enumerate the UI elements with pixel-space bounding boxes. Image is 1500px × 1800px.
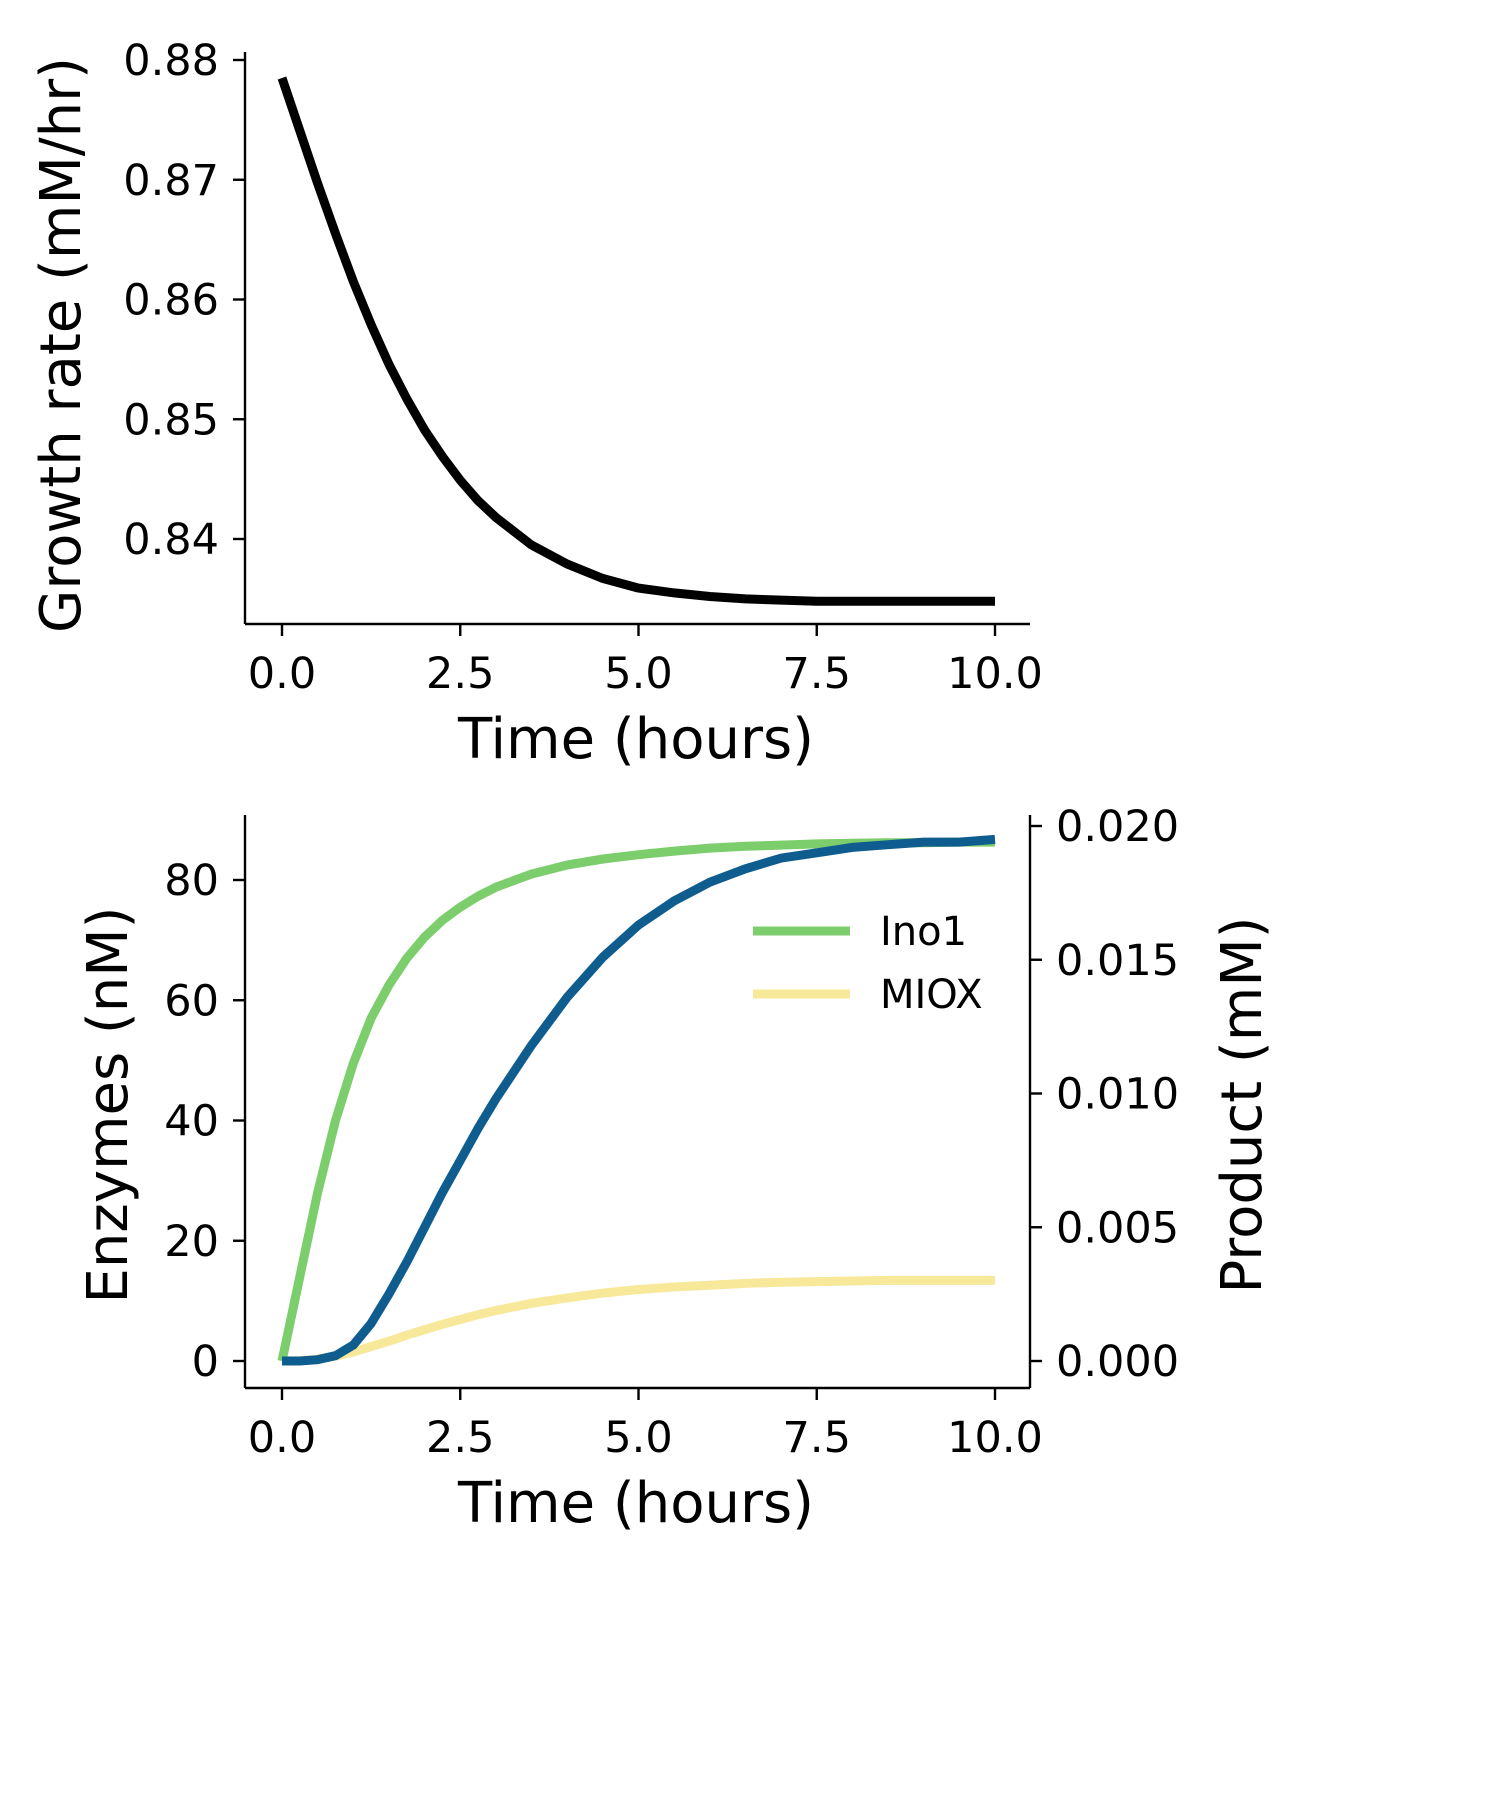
x-axis-label: Time (hours) xyxy=(457,707,814,772)
x-tick-label: 7.5 xyxy=(783,1413,851,1463)
y-tick-label: 0.88 xyxy=(123,36,219,86)
y-tick-label: 80 xyxy=(164,856,219,906)
y2-axis-label: Product (mM) xyxy=(1210,917,1275,1294)
x-tick-label: 2.5 xyxy=(426,649,494,699)
x-tick-label: 2.5 xyxy=(426,1413,494,1463)
y2-tick-label: 0.020 xyxy=(1056,802,1179,852)
x-tick-label: 5.0 xyxy=(604,1413,672,1463)
y-tick-label: 0.84 xyxy=(123,515,219,565)
x-axis-label: Time (hours) xyxy=(457,1471,814,1536)
y-axis-label: Enzymes (nM) xyxy=(76,907,141,1304)
enzymes-product-chart: 0 20 40 60 80 0.000 0.005 0.010 0.015 0.020 0.0 2.5… xyxy=(76,802,1275,1536)
y-tick-label: 0.87 xyxy=(123,156,219,206)
y-tick-label: 40 xyxy=(164,1097,219,1147)
x-tick-label: 0.0 xyxy=(248,649,316,699)
x-tick-label: 10.0 xyxy=(947,1413,1043,1463)
y-tick-label: 0.85 xyxy=(123,395,219,445)
x-tick-label: 7.5 xyxy=(783,649,851,699)
growth-rate-line xyxy=(277,76,995,606)
ino1-line xyxy=(277,837,995,1362)
x-tick-label: 0.0 xyxy=(248,1413,316,1463)
miox-line xyxy=(281,1275,995,1366)
y-tick-label: 0 xyxy=(192,1337,219,1387)
y-tick-label: 0.86 xyxy=(123,276,219,326)
y2-tick-label: 0.015 xyxy=(1056,936,1179,986)
legend-label: MIOX xyxy=(880,972,983,1018)
y-axis-label: Growth rate (mM/hr) xyxy=(29,57,94,633)
x-tick-label: 10.0 xyxy=(947,649,1043,699)
product-line xyxy=(282,834,996,1366)
x-tick-label: 5.0 xyxy=(604,649,672,699)
legend-label: Ino1 xyxy=(880,909,967,955)
y-tick-label: 60 xyxy=(164,976,219,1026)
y-tick-label: 20 xyxy=(164,1217,219,1267)
y2-tick-label: 0.000 xyxy=(1056,1337,1179,1387)
growth-rate-chart: 0.84 0.85 0.86 0.87 0.88 0.0 2.5 5.0 7.5 10.0 Time… xyxy=(29,36,1043,772)
y2-tick-label: 0.005 xyxy=(1056,1203,1179,1253)
y2-tick-label: 0.010 xyxy=(1056,1070,1179,1120)
